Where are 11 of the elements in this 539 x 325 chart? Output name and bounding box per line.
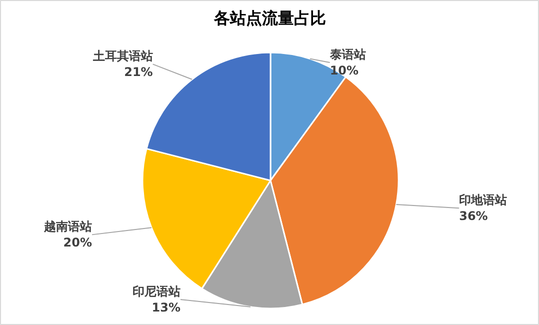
slice-label: 印尼语站 <box>132 284 180 298</box>
data-label: 13% <box>152 300 180 314</box>
slice-label: 印地语站 <box>459 193 508 208</box>
data-label: 36% <box>459 209 488 224</box>
slice-label: 泰语站 <box>328 48 366 62</box>
slice-label: 土耳其语站 <box>92 49 153 64</box>
data-label: 10% <box>330 64 359 78</box>
data-label: 21% <box>124 65 153 80</box>
slice-label: 越南语站 <box>42 220 92 234</box>
chart-title: 各站点流量占比 <box>213 8 326 28</box>
data-label: 20% <box>63 236 92 250</box>
